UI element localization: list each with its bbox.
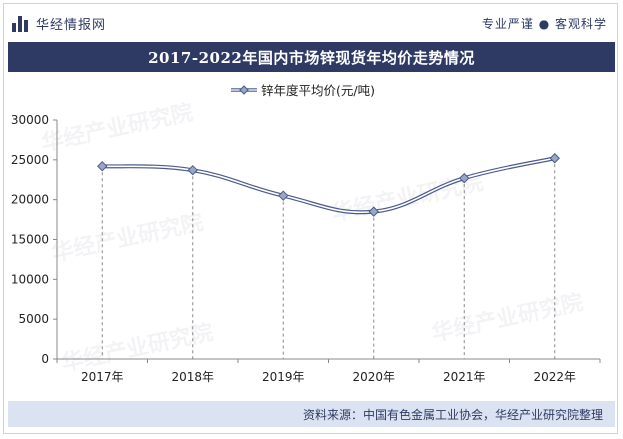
legend-label: 锌年度平均价(元/吨) [261, 83, 375, 98]
x-tick-label: 2018年 [171, 370, 214, 384]
legend-marker-icon [239, 85, 249, 95]
data-point [97, 160, 108, 172]
y-tick-label: 25000 [11, 153, 49, 167]
y-tick-label: 0 [41, 352, 49, 366]
x-tick-label: 2022年 [533, 370, 576, 384]
y-tick-label: 20000 [11, 193, 49, 207]
data-point [368, 206, 379, 217]
series-line-outline [100, 156, 557, 215]
x-tick-label: 2020年 [352, 370, 395, 384]
y-tick-label: 15000 [11, 233, 49, 247]
bar-logo-icon [12, 15, 28, 32]
x-tick-label: 2017年 [81, 370, 124, 384]
data-point [549, 153, 560, 164]
data-point [187, 164, 198, 176]
chart-title: 2017-2022年国内市场锌现货年均价走势情况 [148, 48, 475, 67]
source-note: 资料来源：中国有色金属工业协会，华经产业研究院整理 [302, 408, 603, 422]
x-tick-label: 2019年 [262, 370, 305, 384]
brand-name: 华经情报网 [36, 18, 107, 33]
x-tick-label: 2021年 [443, 370, 486, 384]
y-tick-label: 10000 [11, 272, 49, 286]
y-tick-label: 30000 [11, 113, 49, 127]
series-line [101, 157, 556, 214]
footer-bar: 资料来源：中国有色金属工业协会，华经产业研究院整理 [8, 401, 615, 427]
y-tick-label: 5000 [18, 312, 49, 326]
title-bar: 2017-2022年国内市场锌现货年均价走势情况 [8, 42, 615, 72]
data-point [459, 172, 470, 184]
brand: 华经情报网 [12, 14, 106, 33]
header-bar: 华经情报网 专业严谨 ● 客观科学 [6, 12, 617, 36]
chart-frame [3, 3, 618, 434]
tagline: 专业严谨 ● 客观科学 [481, 17, 607, 31]
data-point [278, 190, 289, 201]
